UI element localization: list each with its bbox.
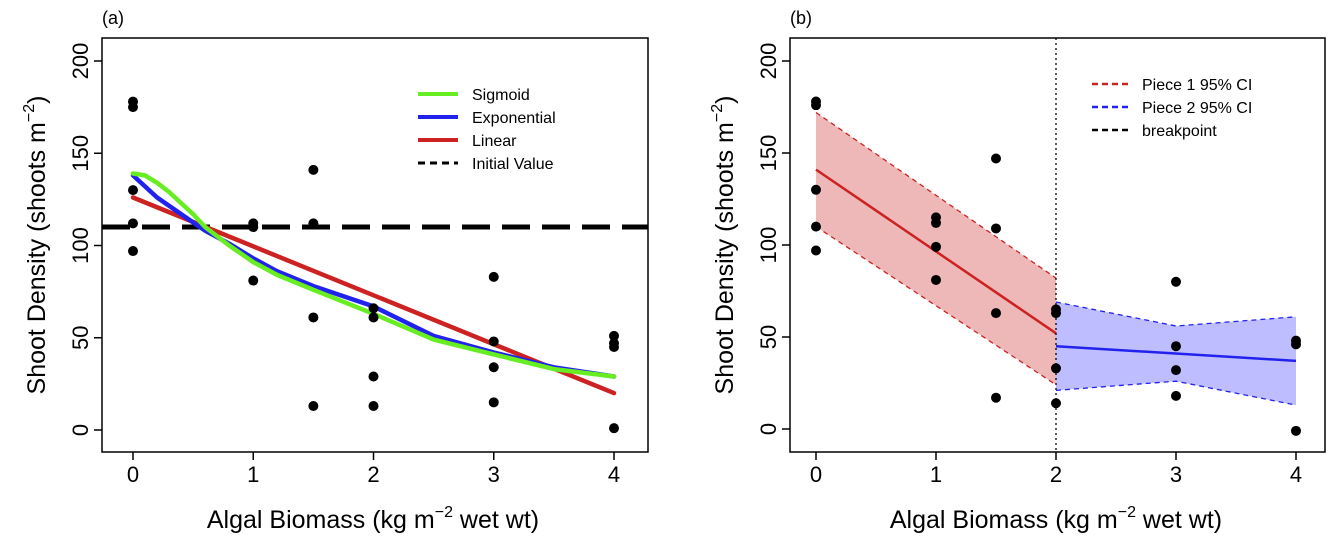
plot-frame	[101, 37, 649, 453]
plot-area-b: 0 1 2 3 4 0 50 100 150 200	[756, 37, 1326, 487]
y-tick-label: 50	[756, 325, 781, 349]
x-tick-label: 3	[1170, 462, 1182, 487]
y-tick-label: 100	[68, 227, 93, 264]
y-tick-label: 150	[68, 135, 93, 172]
ci-lower-line	[1055, 380, 1297, 406]
y-tick-label: 150	[756, 135, 781, 172]
data-point	[609, 341, 619, 352]
fit-line	[1055, 344, 1297, 363]
data-point	[368, 371, 379, 382]
data-point	[1051, 308, 1061, 319]
data-point	[931, 274, 941, 285]
y-tick-label: 0	[756, 423, 781, 435]
ci-lower-line	[815, 226, 1057, 386]
x-tick-label: 2	[1050, 462, 1062, 487]
legend-label: Exponential	[472, 110, 556, 127]
y-tick-label: 200	[756, 43, 781, 80]
data-point	[248, 275, 259, 286]
x-tick-label: 0	[127, 462, 139, 487]
data-point	[128, 246, 138, 257]
panel-b: (b) 0 1 2 3 4 0 50 100 150 200 Algal Biomass (kg …	[709, 8, 1326, 534]
x-tick-label: 1	[247, 462, 259, 487]
legend-label: breakpoint	[1142, 123, 1217, 140]
ci-upper-line	[1055, 301, 1297, 327]
panel-b-label: (b)	[790, 8, 812, 28]
data-point	[931, 217, 941, 228]
data-point	[609, 330, 619, 341]
data-point	[128, 102, 138, 113]
data-point	[811, 221, 821, 232]
data-point	[1171, 341, 1181, 352]
legend-a: Sigmoid Exponential Linear Initial Value	[418, 87, 556, 173]
data-point	[991, 153, 1001, 164]
data-point	[811, 245, 821, 256]
data-point	[368, 401, 379, 412]
y-tick-label: 200	[68, 43, 93, 80]
plot-area-a: 0 1 2 3 4 0 50 100 150 200	[68, 37, 649, 487]
y-axis-title-b: Shoot Density (shoots m−2)	[709, 96, 739, 395]
data-point	[931, 241, 941, 252]
panel-a-label: (a)	[102, 8, 124, 28]
data-point	[488, 362, 499, 373]
legend-label: Piece 2 95% CI	[1142, 100, 1252, 117]
x-tick-label: 2	[367, 462, 379, 487]
data-point	[308, 401, 319, 412]
data-point	[368, 303, 379, 314]
data-point	[1051, 398, 1061, 409]
data-point	[991, 223, 1001, 234]
series-line-sigmoid	[130, 171, 617, 379]
x-tick-label: 4	[1290, 462, 1302, 487]
x-tick-label: 0	[810, 462, 822, 487]
data-point	[1171, 276, 1181, 287]
legend-label: Linear	[472, 133, 517, 150]
data-point	[1291, 425, 1301, 436]
data-point	[991, 392, 1001, 403]
data-point	[609, 423, 619, 434]
data-point	[991, 308, 1001, 319]
legend-label: Sigmoid	[472, 87, 530, 104]
series-line-exponential	[130, 173, 617, 379]
data-point	[128, 185, 138, 196]
ci-upper-line	[815, 111, 1057, 279]
data-point	[488, 271, 499, 282]
y-tick-label: 50	[68, 326, 93, 350]
y-tick-label: 100	[756, 227, 781, 264]
data-point	[488, 336, 499, 347]
x-axis-title-a: Algal Biomass (kg m−2 wet wt)	[207, 504, 539, 534]
legend-b: Piece 1 95% CI Piece 2 95% CI breakpoint	[1092, 77, 1252, 140]
legend-label: Piece 1 95% CI	[1142, 77, 1252, 94]
data-point	[308, 218, 319, 229]
y-tick-label: 0	[68, 424, 93, 436]
data-point	[811, 100, 821, 111]
data-point	[368, 312, 379, 323]
y-axis-title-a: Shoot Density (shoots m−2)	[21, 96, 51, 395]
data-point	[308, 164, 319, 175]
legend-label: Initial Value	[472, 156, 554, 173]
data-point	[308, 312, 319, 323]
data-point	[488, 397, 499, 408]
data-point	[248, 222, 259, 233]
x-axis-title-b: Algal Biomass (kg m−2 wet wt)	[890, 504, 1222, 534]
data-point	[128, 218, 138, 229]
x-tick-label: 4	[608, 462, 620, 487]
data-point	[1171, 390, 1181, 401]
data-point	[1051, 363, 1061, 374]
x-tick-label: 1	[930, 462, 942, 487]
panel-a: (a) 0 1 2 3 4 0 50 100 150 200 Algal Biomass (kg …	[21, 8, 649, 534]
x-tick-label: 3	[488, 462, 500, 487]
data-point	[811, 184, 821, 195]
data-point	[1171, 365, 1181, 376]
data-point	[1291, 339, 1301, 350]
